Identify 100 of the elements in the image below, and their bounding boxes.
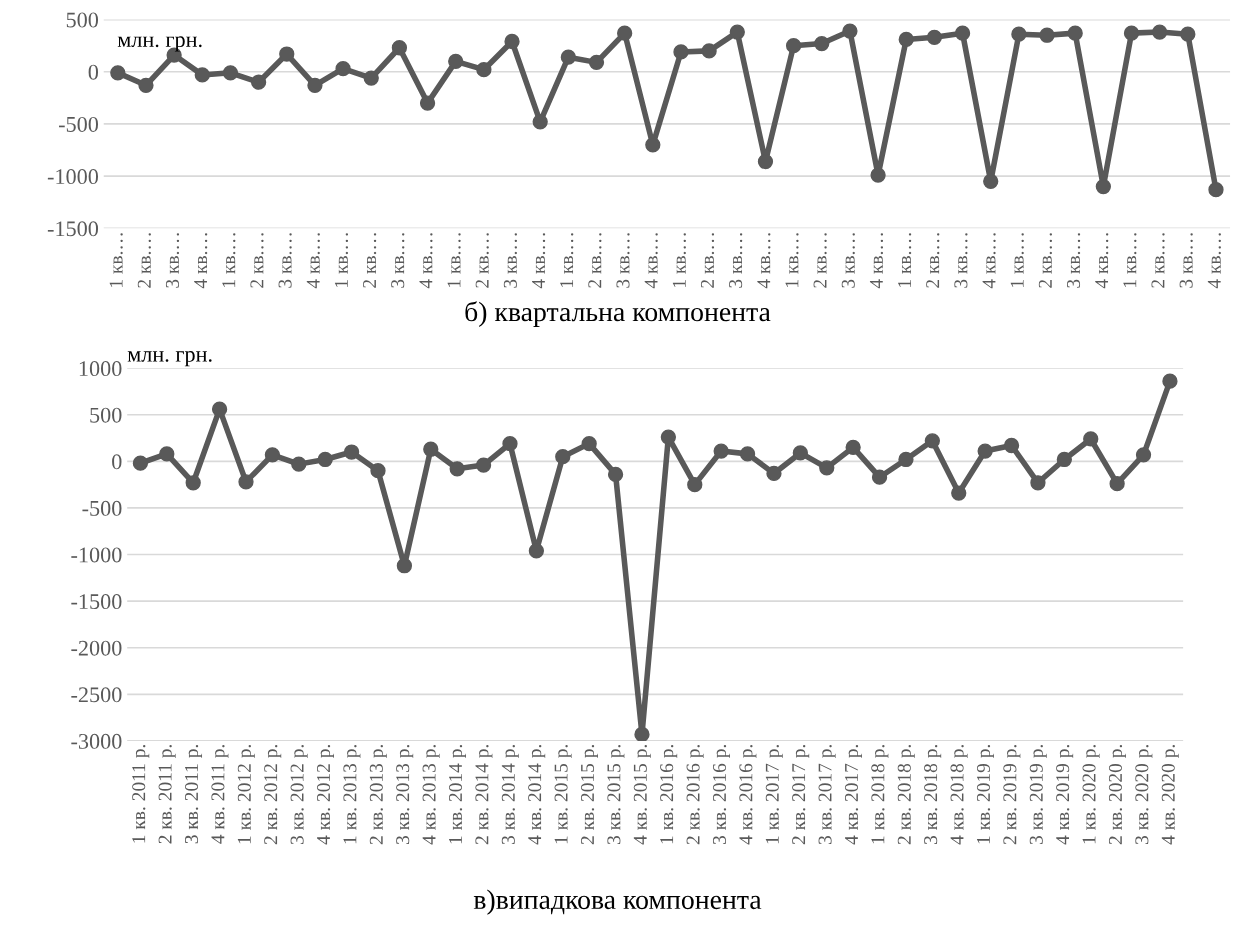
point: [250, 74, 267, 90]
point: [1056, 451, 1072, 468]
point: [634, 726, 650, 741]
x-tick-label: 4 кв.…: [1207, 233, 1221, 289]
point: [238, 474, 254, 490]
point: [1083, 431, 1099, 447]
point: [645, 137, 661, 153]
point: [1003, 437, 1020, 454]
x-tick-label: 4 кв.…: [1095, 233, 1109, 289]
x-tick-label: 4 кв. 2015 р.: [633, 745, 651, 845]
point: [1095, 178, 1111, 195]
x-tick-label: 1 кв. 2015 р.: [554, 745, 572, 844]
x-tick-label: 3 кв. 2011 р.: [184, 745, 203, 844]
x-tick-label: 4 кв.…: [644, 233, 658, 289]
x-tick-label: 2 кв. 2018 р.: [897, 745, 915, 845]
text: б) квартальна компонента: [465, 301, 771, 327]
point: [1208, 182, 1224, 198]
point: [819, 460, 835, 476]
point: [1039, 27, 1055, 43]
x-tick-label: 1 кв.…: [447, 233, 461, 287]
point: [335, 60, 351, 77]
x-tick-label: 3 кв.…: [954, 233, 968, 288]
point: [370, 463, 386, 479]
x-tick-label: 3 кв.…: [391, 233, 405, 288]
point: [954, 25, 971, 41]
point: [1067, 25, 1083, 41]
x-tick-label: 2 кв. 2012 р.: [264, 745, 282, 845]
x-tick-label: 1 кв.…: [1010, 233, 1024, 287]
point: [476, 62, 492, 78]
point: [110, 65, 126, 81]
point: [138, 77, 154, 93]
point: [194, 67, 210, 83]
point: [898, 451, 914, 468]
x-tick-label: 1 кв.…: [672, 233, 686, 287]
point: [870, 167, 886, 183]
x-tick-label: 3 кв. 2012 р.: [290, 745, 308, 845]
x-tick-label: 2 кв. 2011 р.: [158, 745, 176, 844]
x-tick-label: 3 кв.…: [165, 233, 180, 288]
point: [317, 451, 333, 468]
point: [1162, 373, 1178, 389]
y-tick-label: -1500: [71, 594, 122, 610]
x-tick-label: 2 кв. 2015 р.: [580, 745, 598, 845]
point: [555, 449, 571, 465]
x-tick-label: 3 кв. 2018 р.: [924, 745, 942, 845]
x-tick-label: 2 кв.…: [250, 233, 264, 288]
x-tick-label: 4 кв. 2018 р.: [950, 745, 968, 845]
x-tick-label: 1 кв. 2017 р.: [765, 745, 783, 844]
x-tick-label: 1 кв. 2014 р.: [448, 745, 466, 844]
x-tick-label: 4 кв.…: [532, 233, 546, 289]
point: [343, 444, 360, 460]
x-tick-label: 2 кв.…: [700, 233, 715, 288]
point: [898, 31, 914, 48]
point: [502, 435, 518, 452]
x-tick-label: 4 кв. 2013 р.: [422, 745, 440, 845]
x-tick-label: 4 кв.…: [194, 233, 208, 289]
point: [581, 435, 597, 452]
x-tick-label: 3 кв. 2019 р.: [1029, 745, 1047, 845]
point: [264, 447, 281, 463]
x-tick-label: 2 кв.…: [813, 233, 827, 288]
point: [926, 29, 943, 45]
point: [279, 46, 295, 62]
point: [419, 95, 436, 111]
point: [532, 114, 548, 130]
y-tick-label: 500: [90, 407, 122, 423]
point: [739, 446, 756, 462]
y-tick-label: 0: [88, 64, 99, 80]
x-tick-label: 1 кв.…: [1123, 233, 1137, 287]
point: [842, 23, 858, 39]
x-tick-label: 1 кв. 2012 р.: [237, 745, 255, 844]
point: [701, 43, 717, 59]
y-tick-label: -500: [82, 500, 122, 516]
x-tick-label: 1 кв.…: [222, 233, 236, 287]
x-tick-label: 4 кв. 2014 р.: [528, 745, 546, 845]
x-tick-label: 2 кв. 2014 р.: [475, 745, 493, 845]
point: [185, 475, 201, 491]
x-tick-label: 1 кв.…: [898, 233, 912, 287]
x-tick-label: 2 кв.…: [588, 233, 602, 288]
x-tick-label: 2 кв.…: [137, 233, 151, 288]
x-tick-label: 2 кв.…: [1151, 233, 1165, 288]
y-tick-label: 0: [112, 454, 122, 470]
x-tick-label: 4 кв. 2017 р.: [844, 745, 862, 845]
y-tick-label: 1000: [79, 361, 122, 377]
text: в)випадкова компонента: [473, 889, 762, 915]
point: [423, 441, 439, 457]
x-tick-label: 1 кв. 2013 р.: [343, 745, 361, 844]
point: [159, 446, 175, 462]
x-tick-label: 3 кв. 2015 р.: [607, 745, 625, 845]
x-tick-label: 4 кв.…: [306, 233, 320, 289]
x-tick-label: 1 кв. 2018 р.: [871, 745, 889, 844]
x-tick-label: 3 кв.…: [503, 233, 517, 288]
point: [1011, 26, 1027, 42]
y-tick-label: -1500: [47, 221, 99, 237]
x-tick-label: 1 кв. 2016 р.: [660, 745, 678, 844]
point: [448, 53, 464, 69]
x-tick-label: 3 кв. 2014 р.: [501, 745, 519, 845]
point: [729, 24, 745, 40]
point: [607, 466, 624, 483]
point: [766, 465, 782, 482]
x-tick-label: 4 кв. 2011 р.: [211, 745, 229, 844]
point: [504, 33, 520, 50]
